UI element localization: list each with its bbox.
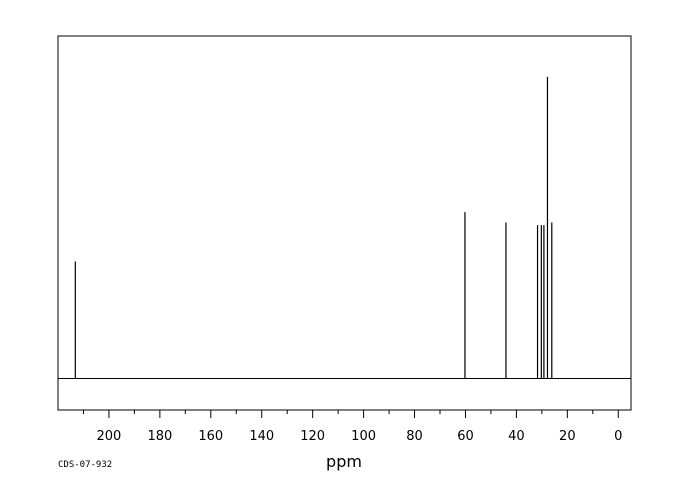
peaks-group: [74, 76, 553, 379]
x-tick-label-80: 80: [406, 429, 423, 444]
x-axis-label: ppm: [326, 452, 362, 471]
plot-frame: [57, 35, 632, 411]
x-axis-ticks: 200 180 160 140 120 100 80 60 40 20 0: [82, 410, 622, 444]
x-tick-label-0: 0: [614, 429, 622, 444]
x-tick-label-160: 160: [198, 429, 223, 444]
x-tick-label-180: 180: [147, 429, 172, 444]
x-tick-label-120: 120: [300, 429, 325, 444]
x-tick-label-140: 140: [249, 429, 274, 444]
x-tick-label-40: 40: [508, 429, 525, 444]
x-tick-label-60: 60: [457, 429, 474, 444]
x-tick-label-100: 100: [351, 429, 376, 444]
spectrum-code-label: CDS-07-932: [58, 460, 112, 470]
x-tick-label-200: 200: [97, 429, 122, 444]
x-tick-label-20: 20: [559, 429, 576, 444]
